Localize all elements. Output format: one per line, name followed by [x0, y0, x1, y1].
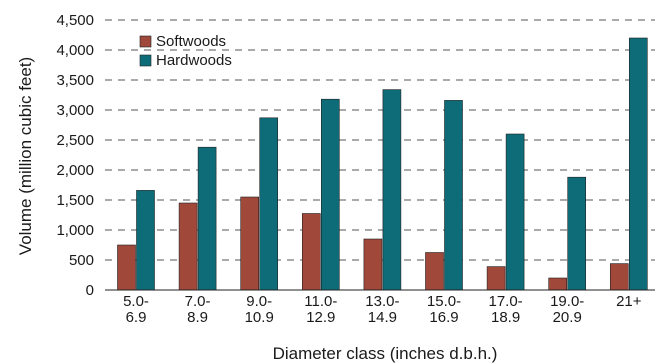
y-axis-ticks: 0 500 1,000 1,500 2,000 2,500 3,000 3,500 4,000 4… — [56, 12, 94, 299]
bar-hardwoods-3 — [320, 98, 340, 291]
y-tick-label: 4,000 — [56, 42, 94, 59]
legend-label-softwoods: Softwoods — [156, 33, 226, 50]
y-tick-label: 3,500 — [56, 72, 94, 89]
x-tick-label: 8.9 — [187, 309, 208, 326]
x-tick-label: 21+ — [616, 293, 642, 310]
bar-softwoods-7 — [548, 277, 568, 291]
bar-hardwoods-4 — [382, 89, 402, 291]
bar-softwoods-0 — [117, 244, 136, 291]
bar-hardwoods-5 — [444, 100, 463, 291]
x-tick-label: 19.0- — [550, 293, 584, 310]
bar-hardwoods-2 — [259, 117, 279, 291]
bar-softwoods-2 — [240, 196, 259, 291]
bar-hardwoods-0 — [136, 190, 155, 291]
bar-softwoods-5 — [425, 252, 444, 291]
x-tick-label: 11.0- — [304, 293, 337, 310]
y-tick-label: 500 — [69, 252, 94, 269]
x-axis-ticks: 5.0-6.9 7.0-8.9 9.0-10.9 11.0-12.9 13.0-14.9… — [123, 293, 642, 326]
x-tick-label: 16.9 — [429, 309, 458, 326]
bar-hardwoods-6 — [505, 133, 525, 291]
x-tick-label: 5.0- — [123, 293, 149, 310]
bar-softwoods-6 — [486, 266, 506, 291]
y-tick-label: 1,500 — [56, 192, 94, 209]
legend-swatch-softwoods — [139, 35, 152, 48]
bar-softwoods-3 — [301, 213, 321, 291]
bar-hardwoods-1 — [197, 146, 217, 291]
x-tick-label: 14.9 — [368, 309, 397, 326]
x-tick-label: 7.0- — [185, 293, 211, 310]
y-tick-label: 1,000 — [56, 222, 94, 239]
x-tick-label: 20.9 — [553, 309, 582, 326]
legend: Softwoods Hardwoods — [139, 33, 232, 69]
y-tick-label: 3,000 — [56, 102, 94, 119]
y-tick-label: 2,500 — [56, 132, 94, 149]
x-tick-label: 6.9 — [126, 309, 147, 326]
legend-label-hardwoods: Hardwoods — [156, 52, 232, 69]
bar-softwoods-1 — [178, 202, 198, 291]
x-tick-label: 10.9 — [245, 309, 274, 326]
bar-hardwoods-8 — [628, 37, 648, 291]
x-tick-label: 13.0- — [365, 293, 399, 310]
y-tick-label: 0 — [86, 282, 94, 299]
x-tick-label: 17.0- — [488, 293, 522, 310]
bar-hardwoods-7 — [567, 176, 587, 291]
x-tick-label: 9.0- — [246, 293, 272, 310]
y-tick-label: 2,000 — [56, 162, 94, 179]
bars — [117, 37, 648, 291]
bar-softwoods-8 — [609, 263, 629, 291]
x-axis-title: Diameter class (inches d.b.h.) — [273, 344, 498, 363]
bar-softwoods-4 — [363, 238, 383, 291]
x-tick-label: 12.9 — [306, 309, 335, 326]
x-tick-label: 15.0- — [427, 293, 461, 310]
y-tick-label: 4,500 — [56, 12, 94, 29]
legend-swatch-hardwoods — [139, 54, 152, 67]
x-tick-label: 18.9 — [491, 309, 520, 326]
y-axis-title: Volume (million cubic feet) — [16, 57, 35, 255]
